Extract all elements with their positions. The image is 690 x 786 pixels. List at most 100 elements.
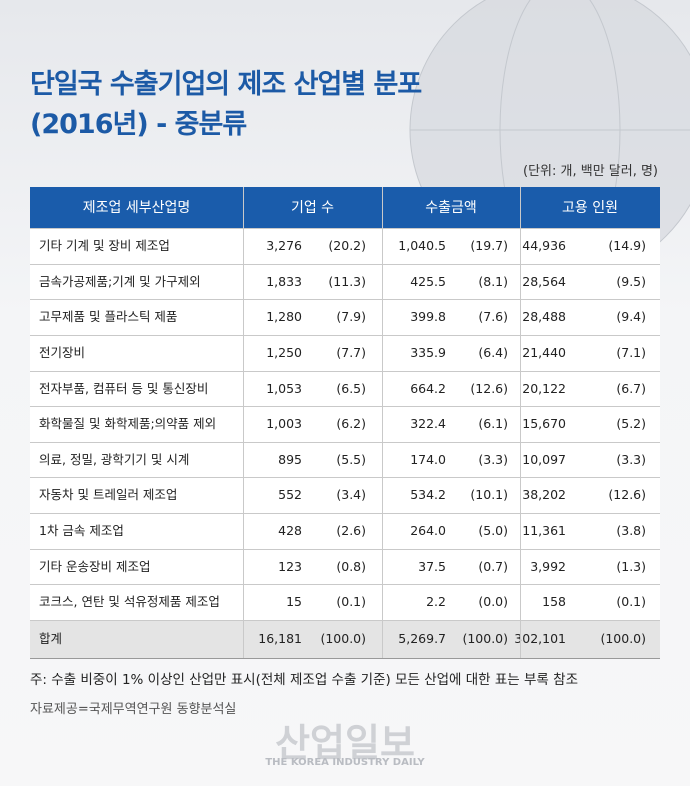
- number: 428: [278, 523, 302, 539]
- row-label: 고무제품 및 플라스틱 제품: [39, 309, 178, 325]
- number: 158: [542, 594, 566, 610]
- percent: (0.7): [478, 558, 508, 574]
- percent: (7.6): [478, 309, 508, 325]
- number: 895: [278, 451, 302, 467]
- row-line: [30, 370, 660, 372]
- number: 425.5: [410, 273, 446, 289]
- total-bg: [30, 620, 660, 658]
- number: 10,097: [522, 451, 566, 467]
- number: 28,564: [522, 273, 566, 289]
- row-label: 기타 운송장비 제조업: [39, 558, 151, 574]
- number: 15: [286, 594, 302, 610]
- watermark-subtitle: THE KOREA INDUSTRY DAILY: [265, 757, 425, 768]
- percent: (3.3): [478, 451, 508, 467]
- row-label: 코크스, 연탄 및 석유정제품 제조업: [39, 594, 220, 610]
- number: 1,833: [266, 273, 302, 289]
- number: 21,440: [522, 344, 566, 360]
- percent: (19.7): [470, 238, 508, 253]
- number: 322.4: [410, 416, 446, 432]
- number: 1,250: [266, 344, 302, 360]
- column-header: 기업 수: [290, 200, 335, 216]
- row-line: [30, 334, 660, 336]
- percent: (7.7): [336, 344, 366, 360]
- row-label: 1차 금속 제조업: [39, 523, 124, 539]
- number: 399.8: [410, 309, 446, 325]
- number: 534.2: [410, 487, 446, 503]
- row-line: [30, 441, 660, 443]
- row-label: 전기장비: [39, 344, 86, 360]
- number: 37.5: [418, 558, 446, 574]
- percent: (5.5): [336, 451, 366, 467]
- percent: (0.1): [616, 594, 646, 610]
- row-line: [30, 406, 660, 408]
- number: 1,040.5: [398, 238, 446, 253]
- column-line: [520, 187, 521, 658]
- column-line: [382, 187, 383, 658]
- number: 2.2: [426, 594, 446, 610]
- percent: (6.4): [478, 344, 508, 360]
- number: 264.0: [410, 523, 446, 539]
- row-line: [30, 548, 660, 550]
- number: 15,670: [522, 416, 566, 432]
- percent: (5.0): [478, 523, 508, 539]
- percent: (100.0): [600, 631, 646, 646]
- header-bg: [30, 187, 660, 228]
- row-label: 금속가공제품;기계 및 가구제외: [39, 273, 201, 289]
- row-line: [30, 513, 660, 515]
- unit-note: (단위: 개, 백만 달러, 명): [523, 164, 658, 179]
- column-header: 고용 인원: [562, 200, 618, 216]
- row-label: 의료, 정밀, 광학기기 및 시계: [39, 451, 190, 467]
- percent: (0.1): [336, 594, 366, 610]
- title-line: (2016년) - 중분류: [30, 109, 247, 140]
- number: 302,101: [514, 631, 566, 646]
- percent: (2.6): [336, 523, 366, 539]
- percent: (9.4): [616, 309, 646, 325]
- number: 3,276: [266, 238, 302, 253]
- percent: (100.0): [320, 631, 366, 646]
- percent: (7.9): [336, 309, 366, 325]
- percent: (5.2): [616, 416, 646, 432]
- row-line: [30, 477, 660, 479]
- percent: (6.5): [336, 380, 366, 396]
- row-line: [30, 299, 660, 301]
- number: 16,181: [258, 631, 302, 646]
- number: 335.9: [410, 344, 446, 360]
- percent: (3.3): [616, 451, 646, 467]
- number: 552: [278, 487, 302, 503]
- title-line: 단일국 수출기업의 제조 산업별 분포: [30, 69, 422, 100]
- row-line: [30, 584, 660, 586]
- percent: (14.9): [608, 238, 646, 253]
- number: 44,936: [522, 238, 566, 253]
- footnote: 주: 수출 비중이 1% 이상인 산업만 표시(전체 제조업 수출 기준) 모든…: [30, 672, 578, 688]
- row-line: [30, 228, 660, 229]
- number: 1,053: [266, 380, 302, 396]
- percent: (7.1): [616, 344, 646, 360]
- percent: (3.8): [616, 523, 646, 539]
- number: 174.0: [410, 451, 446, 467]
- column-header: 수출금액: [425, 200, 477, 216]
- number: 3,992: [530, 558, 566, 574]
- source: 자료제공=국제무역연구원 동향분석실: [30, 702, 237, 717]
- row-label: 화학물질 및 화학제품;의약품 제외: [39, 416, 217, 432]
- number: 5,269.7: [398, 631, 446, 646]
- row-label: 자동차 및 트레일러 제조업: [39, 487, 178, 503]
- row-label: 기타 기계 및 장비 제조업: [39, 238, 170, 253]
- percent: (11.3): [328, 273, 366, 289]
- percent: (6.2): [336, 416, 366, 432]
- number: 664.2: [410, 380, 446, 396]
- row-label: 전자부품, 컴퓨터 등 및 통신장비: [39, 380, 209, 396]
- number: 38,202: [522, 487, 566, 503]
- column-header: 제조업 세부산업명: [82, 200, 191, 216]
- watermark-title: 산업일보: [275, 721, 415, 765]
- percent: (8.1): [478, 273, 508, 289]
- number: 1,003: [266, 416, 302, 432]
- number: 123: [278, 558, 302, 574]
- row-line: [30, 620, 660, 621]
- number: 20,122: [522, 380, 566, 396]
- total-label: 합계: [39, 631, 63, 646]
- percent: (12.6): [608, 487, 646, 503]
- percent: (3.4): [336, 487, 366, 503]
- number: 11,361: [522, 523, 566, 539]
